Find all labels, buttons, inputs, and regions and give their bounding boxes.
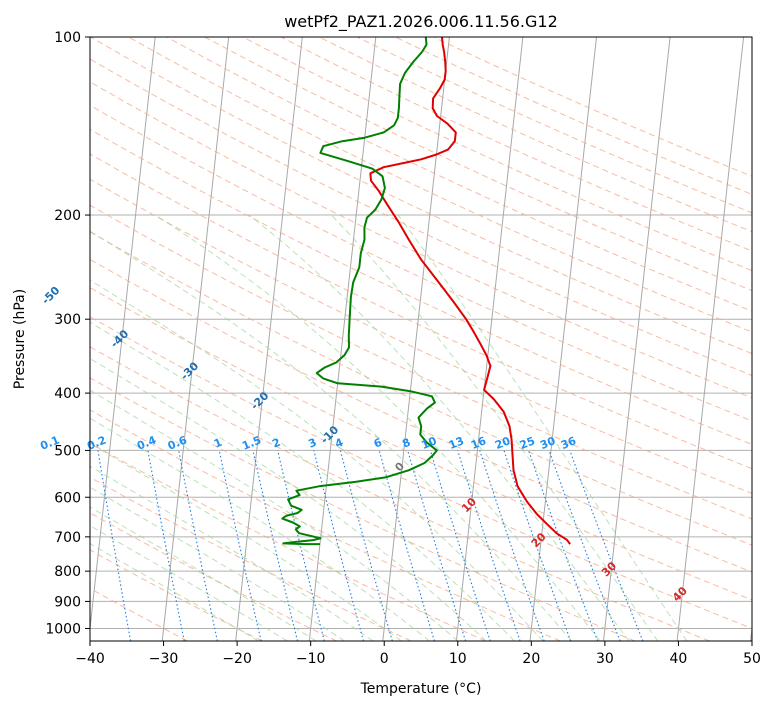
moist-adiabat-line (90, 465, 374, 641)
mixing-ratio-label: 30 (538, 434, 557, 452)
mixing-ratio-line (528, 450, 599, 641)
x-tick-label: −40 (75, 651, 105, 667)
isotherm-line (455, 37, 524, 641)
x-tick-label: −10 (296, 651, 326, 667)
isotherm-line (161, 37, 230, 641)
mixing-ratio-line (252, 450, 299, 641)
x-tick-label: −30 (149, 651, 179, 667)
x-tick-label: 0 (380, 651, 389, 667)
y-tick-label: 900 (54, 594, 81, 610)
dry-adiabat-line (90, 476, 412, 641)
isotherm-line (529, 37, 597, 641)
isotherm-line (676, 37, 745, 641)
y-tick-label: 700 (54, 530, 81, 546)
dry-adiabat-line (90, 231, 752, 546)
isotherm-line (90, 37, 156, 633)
x-tick-label: −20 (222, 651, 252, 667)
moist-adiabat-line (155, 214, 601, 641)
background-lines (90, 37, 752, 641)
dry-adiabat-line (128, 37, 752, 333)
moist-adiabat-line (90, 417, 430, 641)
dry-adiabat-line (90, 409, 561, 641)
mixing-ratio-line (429, 450, 491, 641)
mixing-ratio-label: 16 (469, 434, 488, 452)
chart-title: wetPf2_PAZ1.2026.006.11.56.G12 (284, 12, 558, 32)
moist-adiabat-line (90, 321, 515, 641)
dry-adiabat-line (90, 58, 752, 377)
y-tick-label: 200 (54, 208, 81, 224)
axis-ticks: −40 −30 −20 −10 0 10 20 30 40 50 100 200 300 400 500 60… (45, 30, 761, 667)
mixing-ratio-line (378, 450, 436, 641)
dry-adiabat-line (90, 258, 752, 573)
mixing-ratio-label: 13 (447, 434, 466, 452)
mixing-ratio-line (218, 450, 262, 641)
dry-adiabat-line (90, 346, 710, 641)
mixing-ratio-label: 8 (400, 436, 412, 451)
dry-adiabat-line (90, 442, 486, 641)
mixing-ratio-line (277, 450, 325, 641)
dry-adiabat-line (90, 81, 752, 399)
dry-adiabat-line (90, 377, 635, 641)
mixing-ratio-label: 3 (307, 436, 319, 451)
dry-adiabat-line (90, 316, 752, 630)
dry-adiabat-line (90, 178, 752, 495)
mixing-ratio-line (457, 450, 521, 641)
mixing-ratio-line (313, 450, 365, 641)
mixing-ratio-label: 20 (493, 434, 512, 452)
y-tick-label: 800 (54, 564, 81, 580)
x-axis-label: Temperature (°C) (360, 681, 482, 697)
mixing-ratio-label: 10 (420, 434, 439, 452)
x-tick-label: 40 (670, 651, 688, 667)
moist-adiabat-line (330, 214, 659, 641)
profile-lines (281, 37, 571, 546)
mixing-ratio-line (548, 450, 621, 641)
y-axis-label: Pressure (hPa) (12, 289, 28, 389)
dry-adiabat-line (166, 37, 752, 312)
x-tick-label: 20 (522, 651, 540, 667)
mixing-ratio-line (339, 450, 393, 641)
plot-area (90, 37, 752, 641)
isotherm-line (235, 37, 303, 641)
x-tick-label: 10 (449, 651, 467, 667)
moist-adiabat-line (397, 214, 688, 641)
y-tick-label: 400 (54, 386, 81, 402)
moist-adiabat-line (90, 542, 259, 641)
mixing-ratio-line (407, 450, 467, 641)
moist-adiabat-line (90, 357, 487, 641)
y-tick-label: 100 (54, 30, 81, 46)
moist-adiabat-line (90, 506, 317, 641)
temperature-profile-line (369, 37, 571, 545)
dry-adiabat-line (90, 153, 752, 470)
mixing-ratio-label: 1 (212, 436, 224, 451)
mixing-ratio-label: 2 (270, 436, 282, 451)
x-tick-label: 30 (596, 651, 614, 667)
dewpoint-profile-line (281, 37, 438, 546)
plot-frame (89, 36, 753, 642)
mixing-ratio-label: 36 (559, 434, 578, 452)
y-tick-label: 600 (54, 490, 81, 506)
mixing-ratio-line (503, 450, 572, 641)
y-tick-label: 1000 (45, 621, 81, 637)
moist-adiabat-line (90, 442, 402, 641)
x-tick-label: 50 (743, 651, 761, 667)
dry-adiabat-line (90, 549, 263, 641)
mixing-ratio-line (479, 450, 545, 641)
y-tick-label: 300 (54, 312, 81, 328)
mixing-ratio-line (569, 450, 644, 641)
moist-adiabat-line (90, 389, 459, 641)
dry-adiabat-line (90, 512, 337, 641)
y-tick-label: 500 (54, 443, 81, 459)
moist-adiabat-line (90, 279, 544, 641)
moist-adiabat-line (90, 525, 288, 641)
isotherm-line (382, 37, 450, 641)
mixing-ratio-label: 25 (518, 434, 537, 452)
moist-adiabat-line (90, 230, 572, 641)
